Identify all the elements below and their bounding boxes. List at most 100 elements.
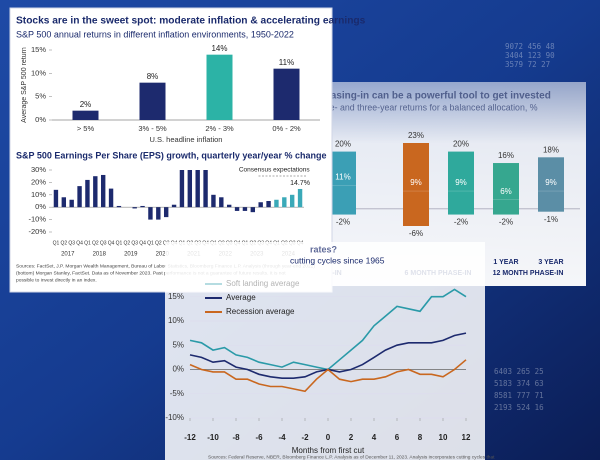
range-bar bbox=[448, 151, 474, 215]
x-tick-label: Q1 bbox=[147, 240, 154, 246]
x-tick-label: 12 bbox=[462, 433, 471, 442]
x-tick-label: Q3 bbox=[100, 240, 107, 246]
bar bbox=[69, 199, 74, 208]
y-tick-label: 0% bbox=[172, 365, 184, 374]
bar bbox=[187, 170, 193, 208]
x-tick-label: -2 bbox=[301, 433, 309, 442]
high-label: 18% bbox=[543, 145, 559, 154]
x-tick-label: 3 YEAR bbox=[538, 259, 563, 266]
bar bbox=[258, 202, 263, 208]
y-tick-label: 10% bbox=[31, 68, 46, 77]
x-tick-label: -12 bbox=[184, 433, 196, 442]
legend-label: Recession average bbox=[226, 307, 295, 316]
x-tick-label: Q2 bbox=[155, 240, 162, 246]
high-label: 20% bbox=[453, 140, 469, 149]
bar bbox=[100, 174, 106, 208]
chart-subtitle: One- and three-year returns for a balanc… bbox=[318, 102, 538, 112]
x-tick-label: 3% - 5% bbox=[138, 124, 167, 133]
bar bbox=[108, 188, 114, 208]
y-tick-label: 5% bbox=[172, 340, 184, 349]
bar bbox=[226, 204, 232, 208]
x-tick-label: > 5% bbox=[77, 124, 95, 133]
bar bbox=[140, 205, 145, 208]
group-label: 12 MONTH PHASE-IN bbox=[493, 270, 564, 277]
y-tick-label: 5% bbox=[35, 92, 46, 101]
x-tick-label: Q1 bbox=[84, 240, 91, 246]
y-tick-label: 30% bbox=[31, 165, 46, 174]
x-tick-label: -4 bbox=[278, 433, 286, 442]
value-label: 11% bbox=[279, 58, 294, 67]
y-tick-label: -10% bbox=[165, 413, 184, 422]
bar bbox=[132, 207, 137, 209]
x-tick-label: 8 bbox=[418, 433, 423, 442]
x-tick-label: 1 YEAR bbox=[493, 259, 518, 266]
bar bbox=[250, 207, 256, 213]
bar bbox=[53, 189, 59, 208]
high-label: 23% bbox=[408, 131, 424, 140]
bar bbox=[116, 205, 122, 208]
value-label: 2% bbox=[80, 100, 92, 109]
x-tick-label: Q1 bbox=[116, 240, 123, 246]
source-note: Sources: Federal Reserve, NBER, Bloomber… bbox=[208, 454, 495, 460]
annotation: Consensus expectations bbox=[239, 167, 311, 174]
bar bbox=[93, 176, 98, 208]
x-tick-label: 10 bbox=[439, 433, 448, 442]
bar bbox=[274, 199, 279, 208]
low-label: -2% bbox=[454, 218, 468, 227]
x-tick-label: Q2 bbox=[123, 240, 130, 246]
bar bbox=[266, 201, 271, 208]
x-tick-label: 2% - 3% bbox=[205, 124, 234, 133]
x-tick-label: Q3 bbox=[131, 240, 138, 246]
y-tick-label: -5% bbox=[170, 389, 184, 398]
chart-subtitle: S&P 500 annual returns in different infl… bbox=[16, 29, 294, 39]
range-bar bbox=[330, 151, 356, 215]
value-label: 14% bbox=[211, 44, 227, 53]
x-group-label: 2020 bbox=[156, 252, 170, 258]
bar bbox=[156, 207, 161, 220]
x-tick-label: 0% - 2% bbox=[272, 124, 301, 133]
y-tick-label: 0% bbox=[35, 115, 46, 124]
y-tick-label: 15% bbox=[31, 45, 46, 54]
line-series bbox=[189, 359, 467, 393]
bar bbox=[273, 68, 300, 120]
bar bbox=[206, 54, 233, 120]
x-tick-label: Q4 bbox=[108, 240, 115, 246]
low-label: -6% bbox=[409, 229, 423, 238]
low-label: -2% bbox=[499, 218, 513, 227]
x-group-label: 2018 bbox=[93, 252, 107, 258]
y-tick-label: 10% bbox=[31, 190, 46, 199]
bar bbox=[297, 188, 303, 208]
average-label: 11% bbox=[335, 172, 350, 181]
bar bbox=[179, 170, 185, 208]
average-label: 9% bbox=[410, 178, 422, 187]
range-bar bbox=[403, 143, 429, 226]
source-note: (bottom) Morgan Stanley, FactSet. Data a… bbox=[16, 270, 286, 276]
bar bbox=[282, 197, 287, 208]
x-tick-label: Q2 bbox=[60, 240, 67, 246]
legend-label: Average bbox=[226, 293, 256, 302]
low-label: -2% bbox=[336, 218, 350, 227]
x-tick-label: 4 bbox=[372, 433, 377, 442]
high-label: 20% bbox=[335, 140, 351, 149]
y-tick-label: 15% bbox=[168, 292, 184, 301]
x-axis-label: Months from first cut bbox=[292, 446, 365, 455]
background-digits-line: 6403 265 25 bbox=[494, 367, 544, 376]
average-label: 9% bbox=[545, 178, 557, 187]
bar bbox=[85, 179, 90, 208]
chart-title: rates? bbox=[310, 244, 337, 254]
bar bbox=[77, 186, 82, 208]
bar bbox=[171, 204, 177, 208]
value-label: 8% bbox=[147, 72, 159, 81]
bar bbox=[219, 197, 224, 208]
x-tick-label: Q1 bbox=[53, 240, 60, 246]
x-tick-label: 6 bbox=[395, 433, 400, 442]
y-tick-label: 10% bbox=[168, 316, 184, 325]
bar bbox=[163, 207, 169, 218]
average-label: 6% bbox=[500, 187, 512, 196]
bar bbox=[148, 207, 153, 220]
source-note: possible to invest directly in an index. bbox=[16, 277, 97, 283]
chart-subtitle: cutting cycles since 1965 bbox=[290, 255, 385, 265]
y-axis-label: Average S&P 500 return bbox=[21, 47, 28, 123]
